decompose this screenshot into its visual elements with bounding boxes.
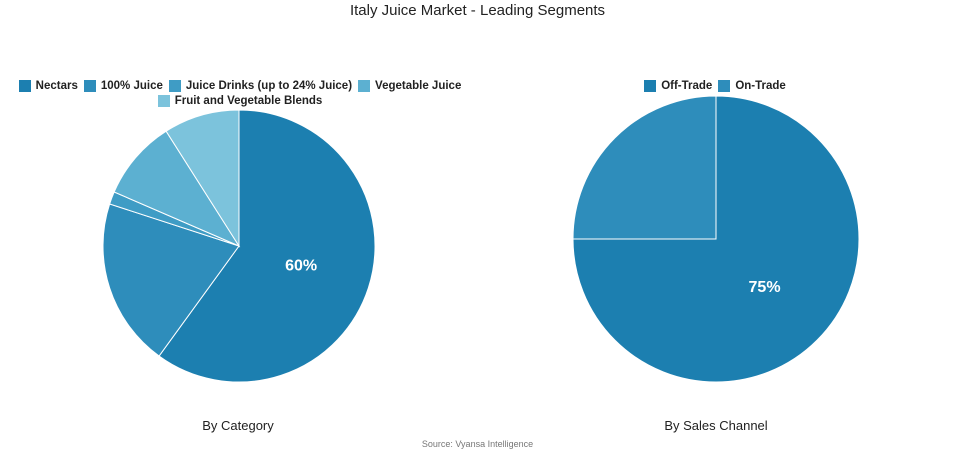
legend-swatch	[18, 80, 31, 92]
legend-swatch	[83, 80, 96, 92]
data-label-off-trade: 75%	[749, 279, 781, 296]
pie-category: 60%	[102, 109, 376, 383]
legend-item-100-juice: 100% Juice	[83, 80, 163, 92]
legend-label: Vegetable Juice	[375, 80, 462, 92]
pie-slice-off-trade	[572, 95, 860, 383]
legend-label: On-Trade	[735, 80, 786, 92]
legend-sales-channel: Off-Trade On-Trade	[540, 80, 890, 92]
pie-slice-fruit-and-vegetable-blends	[165, 109, 240, 248]
legend-item-on-trade: On-Trade	[718, 80, 786, 92]
legend-item-off-trade: Off-Trade	[644, 80, 712, 92]
legend-label: 100% Juice	[100, 80, 163, 92]
legend-swatch	[168, 80, 181, 92]
pie-sales-channel: 75%	[572, 95, 860, 383]
legend-item-fruit-and-vegetable-blends: Fruit and Vegetable Blends	[157, 95, 323, 107]
legend-swatch	[644, 80, 657, 92]
pie-slice-100-juice	[102, 203, 240, 357]
source-note: Source: Vyansa Intelligence	[421, 439, 534, 449]
legend-label: Off-Trade	[661, 80, 713, 92]
pie-slice-on-trade	[572, 95, 717, 240]
data-label-nectars: 60%	[285, 257, 317, 274]
legend-swatch	[157, 95, 170, 107]
legend-label: Juice Drinks (up to 24% Juice)	[185, 80, 353, 92]
legend-item-juice-drinks-up-to-24-juice: Juice Drinks (up to 24% Juice)	[168, 80, 353, 92]
legend-swatch	[718, 80, 731, 92]
legend-label: Fruit and Vegetable Blends	[174, 95, 323, 107]
legend-item-vegetable-juice: Vegetable Juice	[358, 80, 461, 92]
pie-slice-vegetable-juice	[113, 130, 241, 248]
legend-label: Nectars	[35, 80, 78, 92]
legend-item-nectars: Nectars	[18, 80, 78, 92]
subtitle-sales-channel: By Sales Channel	[664, 418, 768, 433]
subtitle-category: By Category	[202, 418, 274, 433]
page-title: Italy Juice Market - Leading Segments	[349, 2, 606, 19]
pie-slice-nectars	[158, 109, 376, 383]
legend-swatch	[358, 80, 371, 92]
legend-category: Nectars 100% Juice Juice Drinks (up to 24%…	[10, 80, 470, 107]
